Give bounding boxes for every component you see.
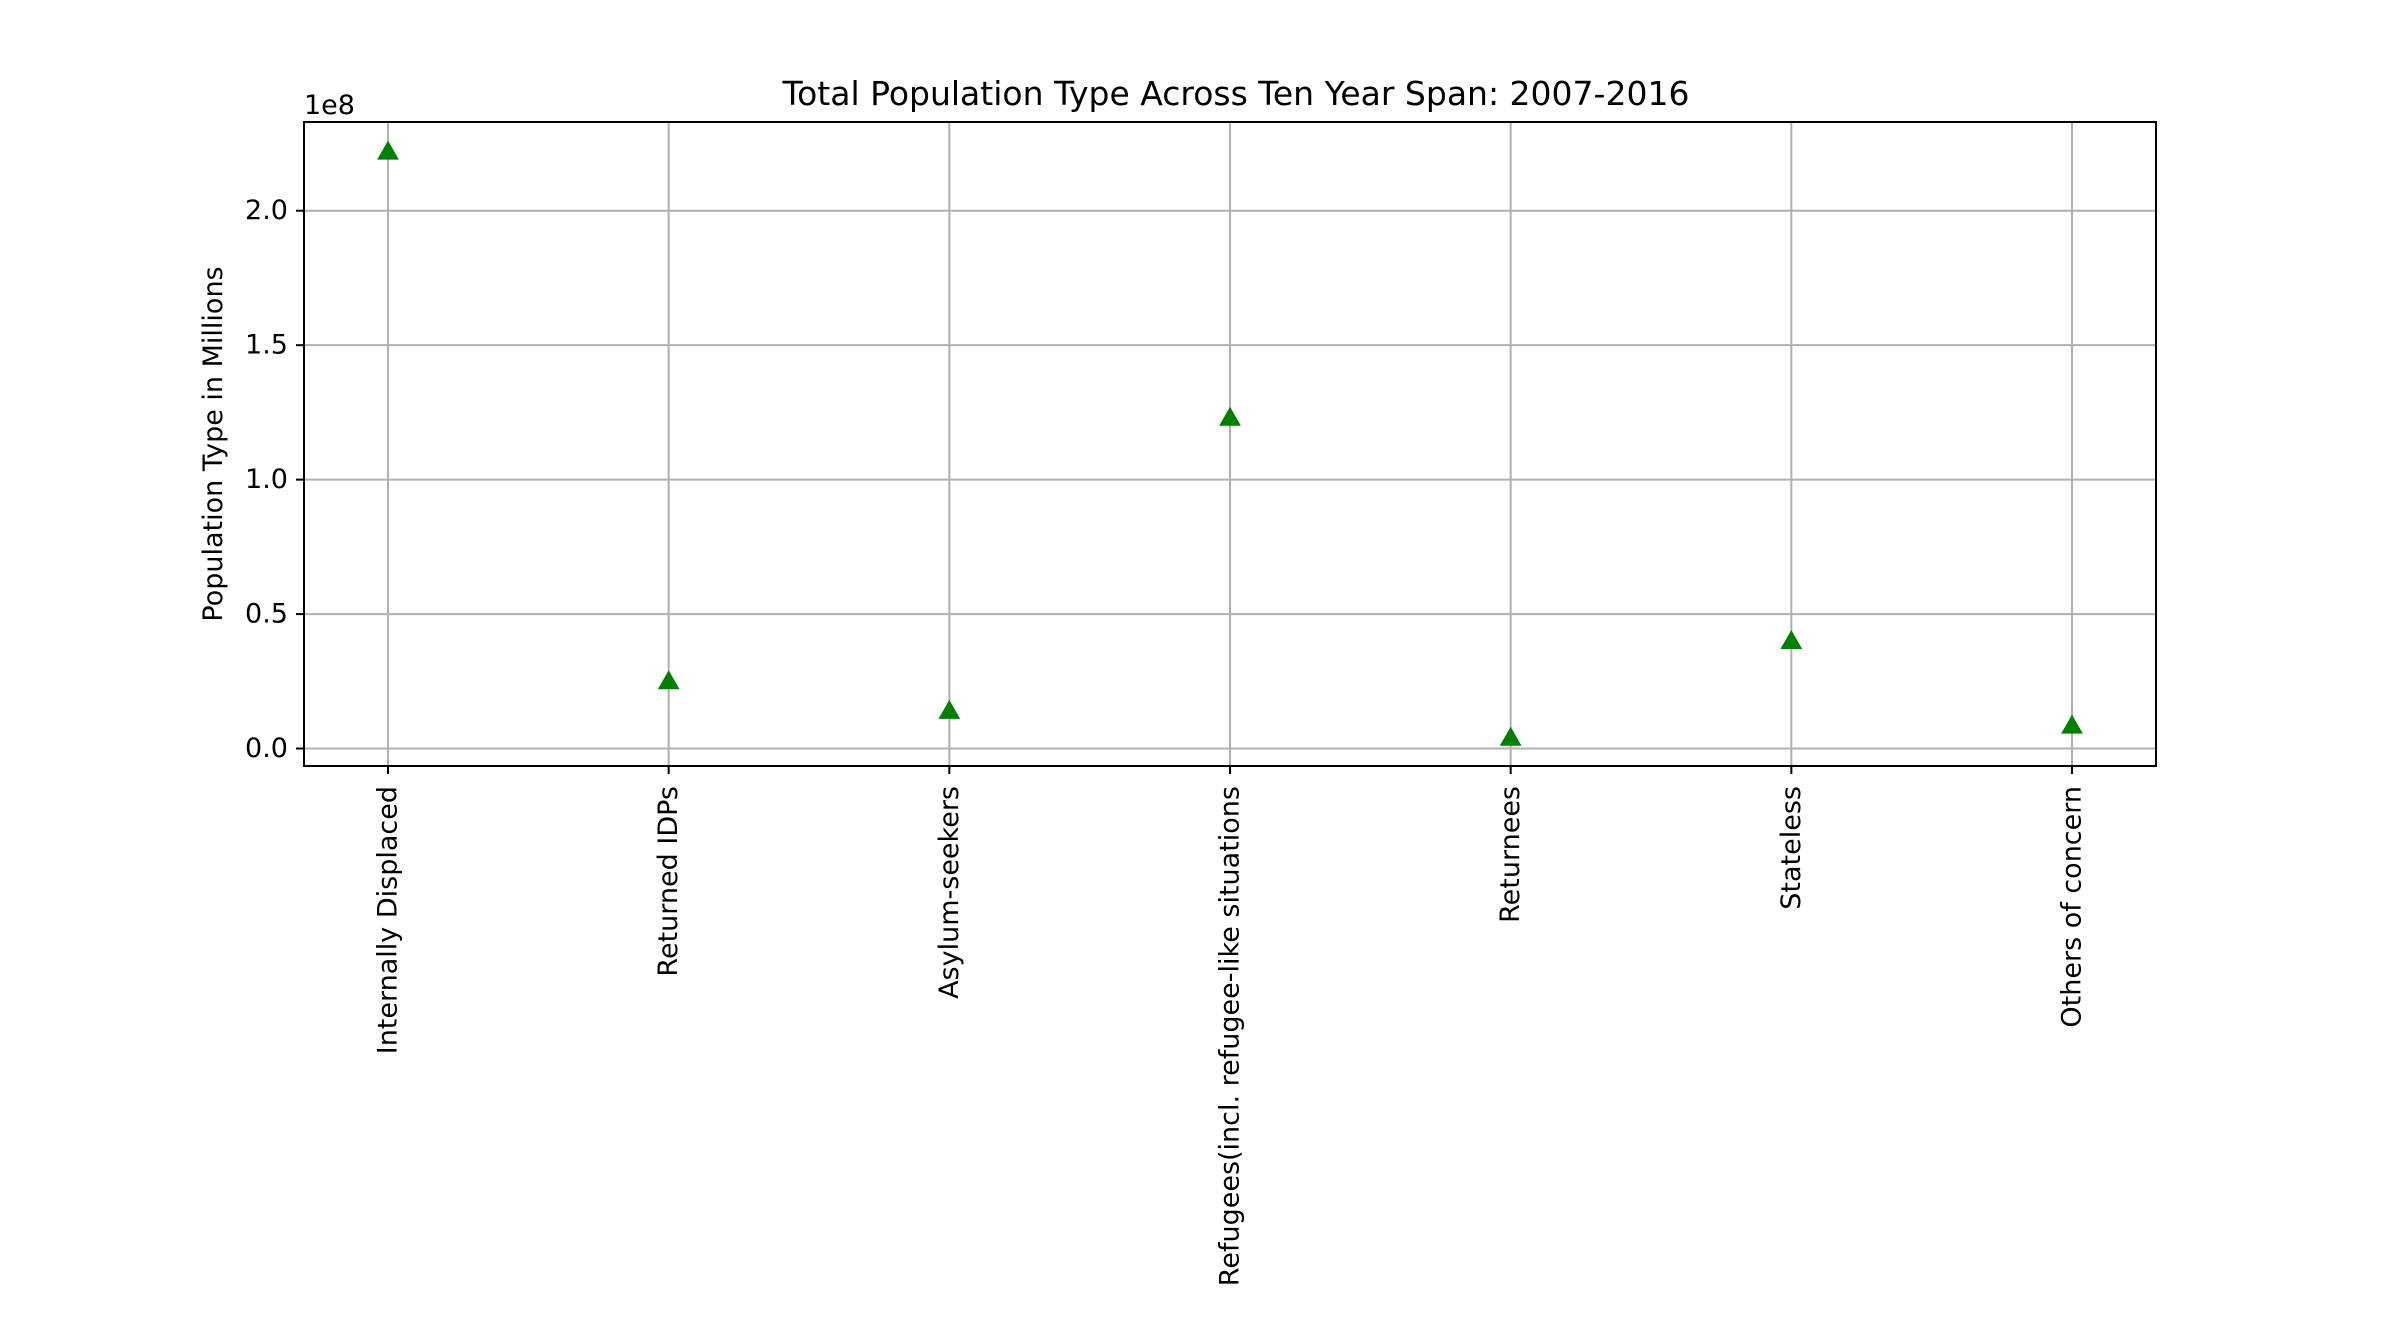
y-tick-label: 0.5 (245, 599, 288, 630)
y-tick-label: 1.5 (245, 330, 288, 361)
x-tick-label: Asylum-seekers (934, 786, 965, 999)
y-tick-label: 2.0 (245, 195, 288, 226)
data-point-marker (1219, 406, 1241, 426)
x-tick-label: Refugees(incl. refugee-like situations (1215, 786, 1246, 1286)
data-point-marker (938, 699, 961, 719)
x-tick-label: Internally Displaced (373, 786, 404, 1054)
y-axis-label: Population Type in Millions (198, 266, 229, 621)
x-tick-label: Others of concern (2057, 786, 2088, 1028)
y-axis: 0.0 0.5 1.0 1.5 2.0 (245, 195, 304, 764)
data-points (377, 140, 2083, 746)
y-tick-label: 1.0 (245, 464, 288, 495)
data-point-marker (377, 140, 399, 160)
data-point-marker (2061, 714, 2083, 734)
y-offset-label: 1e8 (304, 90, 355, 121)
x-tick-label: Returnees (1495, 786, 1526, 923)
x-tick-label: Returned IDPs (653, 786, 684, 977)
data-point-marker (1499, 726, 1522, 746)
chart-title: Total Population Type Across Ten Year Sp… (782, 74, 1690, 113)
data-point-marker (657, 670, 680, 690)
grid (304, 122, 2156, 766)
data-point-marker (1780, 629, 1803, 649)
y-tick-label: 0.0 (245, 733, 288, 764)
x-tick-label: Stateless (1776, 786, 1807, 910)
x-axis: Internally Displaced Returned IDPs Asylum-… (373, 766, 2088, 1286)
